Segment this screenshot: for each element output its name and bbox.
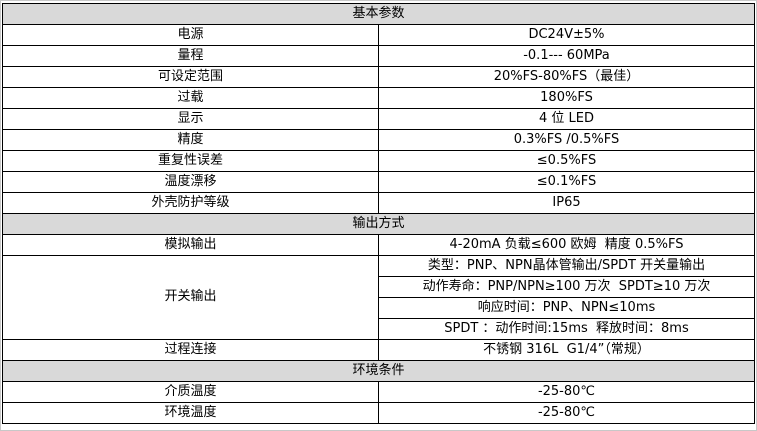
table-row: 外壳防护等级 IP65 (2, 192, 755, 214)
param-value-cell: ≤0.5%FS (378, 150, 755, 172)
param-value-cell: DC24V±5% (378, 24, 755, 46)
table-row: SPDT ：动作时间:15ms 释放时间：8ms (3, 318, 755, 340)
param-label-cell: 外壳防护等级 (2, 192, 379, 214)
param-label-cell: 环境温度 (2, 402, 379, 424)
section-header-row: 环境条件 (2, 360, 755, 382)
param-label-cell: 显示 (2, 108, 379, 130)
param-value-cell: 0.3%FS /0.5%FS (378, 129, 755, 151)
table-row: 精度 0.3%FS /0.5%FS (2, 129, 755, 151)
param-label-cell: 开关输出 (2, 255, 379, 340)
table-row: 过程连接 不锈钢 316L G1/4”（常规） (2, 339, 755, 361)
section-header: 输出方式 (2, 213, 755, 235)
param-value-cell: 不锈钢 316L G1/4”（常规） (378, 339, 755, 361)
section-header: 基本参数 (2, 3, 755, 25)
param-value-cell: ≤0.1%FS (378, 171, 755, 193)
param-label-cell: 温度漂移 (2, 171, 379, 193)
param-label-cell: 介质温度 (2, 381, 379, 403)
table-row: 介质温度 -25-80℃ (2, 381, 755, 403)
param-label-cell: 重复性误差 (2, 150, 379, 172)
table-row: 可设定范围 20%FS-80%FS（最佳） (2, 66, 755, 88)
table-row: 开关输出 类型：PNP、NPN晶体管输出/SPDT 开关量输出 (2, 255, 755, 340)
table-row: 量程 -0.1--- 60MPa (2, 45, 755, 67)
param-value-cell: 类型：PNP、NPN晶体管输出/SPDT 开关量输出 (378, 255, 755, 277)
section-header-row: 输出方式 (2, 213, 755, 235)
table-row: 温度漂移 ≤0.1%FS (2, 171, 755, 193)
param-value-cell: 响应时间：PNP、NPN≤10ms (378, 297, 755, 319)
param-value-cell: 20%FS-80%FS（最佳） (378, 66, 755, 88)
param-label-cell: 精度 (2, 129, 379, 151)
param-value-cell: -25-80℃ (378, 402, 755, 424)
param-value-cell: 4-20mA 负载≤600 欧姆 精度 0.5%FS (378, 234, 755, 256)
param-value-cell: 180%FS (378, 87, 755, 109)
table-row: 环境温度 -25-80℃ (2, 402, 755, 424)
param-label-cell: 可设定范围 (2, 66, 379, 88)
param-value-cell: 4 位 LED (378, 108, 755, 130)
param-value-cell: -0.1--- 60MPa (378, 45, 755, 67)
spec-table: 基本参数 电源 DC24V±5% 量程 -0.1--- 60MPa 可设定范围 … (2, 3, 755, 424)
param-label-cell: 过载 (2, 87, 379, 109)
param-value-cell: IP65 (378, 192, 755, 214)
table-row: 电源 DC24V±5% (2, 24, 755, 46)
section-header: 环境条件 (2, 360, 755, 382)
section-header-row: 基本参数 (2, 3, 755, 25)
param-value-cell: 动作寿命：PNP/NPN≥100 万次 SPDT≥10 万次 (378, 276, 755, 298)
param-value-cell: -25-80℃ (378, 381, 755, 403)
table-row: 响应时间：PNP、NPN≤10ms (3, 297, 755, 319)
table-row: 重复性误差 ≤0.5%FS (2, 150, 755, 172)
table-row: 显示 4 位 LED (2, 108, 755, 130)
param-label-cell: 量程 (2, 45, 379, 67)
param-value-cell: SPDT ：动作时间:15ms 释放时间：8ms (378, 318, 755, 340)
table-row: 过载 180%FS (2, 87, 755, 109)
table-row: 模拟输出 4-20mA 负载≤600 欧姆 精度 0.5%FS (2, 234, 755, 256)
param-label-cell: 电源 (2, 24, 379, 46)
param-label-cell: 模拟输出 (2, 234, 379, 256)
param-label-cell: 过程连接 (2, 339, 379, 361)
